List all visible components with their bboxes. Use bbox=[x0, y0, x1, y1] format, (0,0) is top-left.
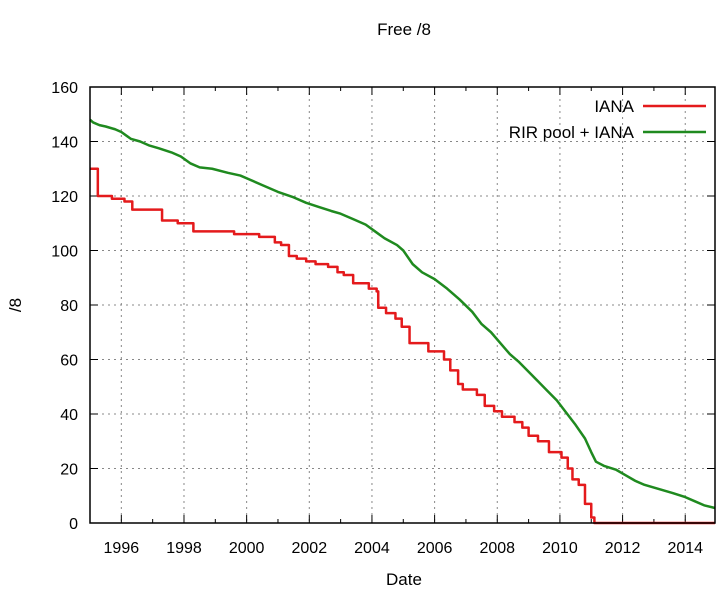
y-tick-labels: 0 20 40 60 80 100 120 140 160 bbox=[51, 80, 78, 533]
y-tick-label: 80 bbox=[60, 298, 78, 315]
y-tick-label: 120 bbox=[51, 189, 78, 206]
x-tick-label: 2012 bbox=[605, 540, 641, 557]
y-tick-label: 40 bbox=[60, 407, 78, 424]
x-tick-label: 2002 bbox=[292, 540, 328, 557]
y-tick-label: 0 bbox=[69, 516, 78, 533]
x-tick-label: 2014 bbox=[667, 540, 703, 557]
y-tick-label: 60 bbox=[60, 353, 78, 370]
y-tick-label: 140 bbox=[51, 135, 78, 152]
y-tick-label: 20 bbox=[60, 462, 78, 479]
plot-frame bbox=[89, 86, 716, 524]
series-line-0 bbox=[90, 167, 715, 525]
x-tick-label: 2004 bbox=[354, 540, 390, 557]
y-tick-label: 160 bbox=[51, 80, 78, 97]
x-tick-label: 2006 bbox=[417, 540, 453, 557]
y-tick-label: 100 bbox=[51, 244, 78, 261]
tick-marks bbox=[90, 86, 715, 524]
series-lines bbox=[89, 118, 716, 525]
y-axis-label: /8 bbox=[6, 298, 25, 312]
grid bbox=[90, 87, 715, 523]
x-tick-label: 1996 bbox=[104, 540, 140, 557]
series-line-1 bbox=[89, 118, 716, 510]
legend: IANA RIR pool + IANA bbox=[509, 97, 706, 142]
x-tick-label: 2010 bbox=[542, 540, 578, 557]
x-tick-labels: 1996 1998 2000 2002 2004 2006 2008 2010 2012 2014 bbox=[104, 540, 704, 557]
x-axis-label: Date bbox=[386, 570, 422, 589]
x-tick-label: 2008 bbox=[479, 540, 515, 557]
chart-title: Free /8 bbox=[377, 20, 431, 39]
legend-label-1: RIR pool + IANA bbox=[509, 123, 635, 142]
legend-label-0: IANA bbox=[594, 97, 634, 116]
x-tick-label: 1998 bbox=[166, 540, 202, 557]
x-tick-label: 2000 bbox=[229, 540, 265, 557]
